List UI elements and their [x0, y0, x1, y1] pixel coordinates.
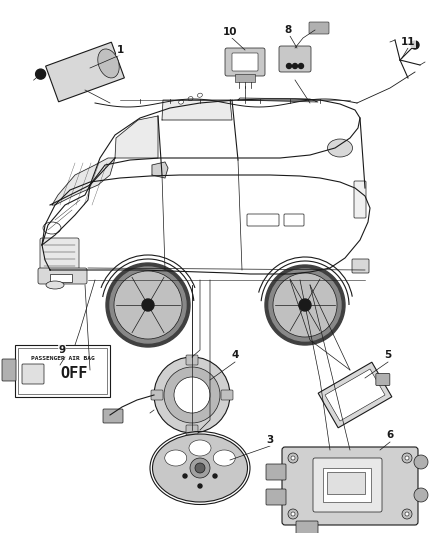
Circle shape — [110, 415, 114, 419]
Circle shape — [402, 453, 412, 463]
FancyBboxPatch shape — [18, 348, 107, 394]
Circle shape — [190, 458, 210, 478]
Polygon shape — [52, 158, 115, 205]
Circle shape — [286, 63, 292, 69]
Ellipse shape — [328, 139, 353, 157]
FancyBboxPatch shape — [232, 53, 258, 71]
Text: 9: 9 — [58, 345, 66, 355]
Polygon shape — [152, 162, 168, 178]
Text: 10: 10 — [223, 27, 237, 37]
FancyBboxPatch shape — [313, 458, 382, 512]
FancyBboxPatch shape — [186, 425, 198, 435]
FancyBboxPatch shape — [221, 390, 233, 400]
Text: OFF: OFF — [60, 367, 88, 382]
Circle shape — [273, 273, 337, 337]
Circle shape — [106, 263, 190, 347]
FancyBboxPatch shape — [38, 268, 87, 284]
Ellipse shape — [43, 222, 61, 234]
FancyBboxPatch shape — [247, 214, 279, 226]
Polygon shape — [46, 42, 124, 102]
Polygon shape — [318, 362, 392, 428]
Circle shape — [114, 271, 182, 339]
FancyBboxPatch shape — [235, 74, 255, 82]
Circle shape — [291, 456, 295, 460]
Circle shape — [142, 299, 154, 311]
Ellipse shape — [98, 49, 119, 78]
Text: 6: 6 — [386, 430, 394, 440]
Circle shape — [402, 509, 412, 519]
Circle shape — [288, 509, 298, 519]
FancyBboxPatch shape — [15, 345, 110, 397]
Text: 8: 8 — [284, 25, 292, 35]
FancyBboxPatch shape — [22, 364, 44, 384]
Circle shape — [291, 512, 295, 516]
FancyBboxPatch shape — [282, 447, 418, 525]
Circle shape — [288, 453, 298, 463]
Ellipse shape — [165, 450, 187, 466]
Ellipse shape — [179, 100, 184, 104]
Circle shape — [164, 367, 220, 423]
Text: 5: 5 — [385, 350, 392, 360]
FancyBboxPatch shape — [225, 48, 265, 76]
FancyBboxPatch shape — [284, 214, 304, 226]
Ellipse shape — [213, 450, 235, 466]
Polygon shape — [238, 98, 318, 102]
FancyBboxPatch shape — [40, 238, 79, 272]
Text: 3: 3 — [266, 435, 274, 445]
Circle shape — [198, 484, 202, 488]
Circle shape — [174, 377, 210, 413]
FancyBboxPatch shape — [2, 359, 16, 381]
Circle shape — [414, 488, 428, 502]
FancyBboxPatch shape — [266, 464, 286, 480]
Ellipse shape — [46, 281, 64, 289]
Ellipse shape — [152, 434, 247, 502]
Ellipse shape — [189, 440, 211, 456]
Text: 11: 11 — [401, 37, 415, 47]
Circle shape — [114, 415, 118, 419]
Text: 1: 1 — [117, 45, 124, 55]
Circle shape — [213, 474, 217, 478]
Circle shape — [35, 69, 46, 79]
Polygon shape — [115, 116, 158, 158]
Circle shape — [411, 41, 419, 49]
FancyBboxPatch shape — [103, 409, 123, 423]
Circle shape — [299, 63, 304, 69]
FancyBboxPatch shape — [323, 468, 371, 502]
Text: 4: 4 — [231, 350, 239, 360]
Polygon shape — [162, 100, 232, 120]
Circle shape — [195, 463, 205, 473]
Polygon shape — [325, 369, 385, 421]
FancyBboxPatch shape — [151, 390, 163, 400]
Circle shape — [110, 267, 186, 343]
FancyBboxPatch shape — [309, 22, 329, 34]
FancyBboxPatch shape — [50, 274, 72, 282]
Ellipse shape — [188, 96, 193, 101]
FancyBboxPatch shape — [266, 489, 286, 505]
Circle shape — [154, 357, 230, 433]
Circle shape — [269, 269, 341, 341]
Circle shape — [183, 474, 187, 478]
Text: PASSENGER AIR BAG: PASSENGER AIR BAG — [31, 357, 94, 361]
FancyBboxPatch shape — [354, 181, 366, 218]
FancyBboxPatch shape — [279, 46, 311, 72]
Circle shape — [106, 415, 110, 419]
FancyBboxPatch shape — [352, 259, 369, 273]
Circle shape — [293, 63, 297, 69]
Ellipse shape — [198, 93, 202, 98]
Circle shape — [265, 265, 345, 345]
Circle shape — [405, 512, 409, 516]
FancyBboxPatch shape — [296, 521, 318, 533]
FancyBboxPatch shape — [327, 472, 365, 494]
Circle shape — [299, 299, 311, 311]
Circle shape — [405, 456, 409, 460]
Circle shape — [414, 455, 428, 469]
FancyBboxPatch shape — [376, 374, 390, 385]
FancyBboxPatch shape — [186, 355, 198, 365]
